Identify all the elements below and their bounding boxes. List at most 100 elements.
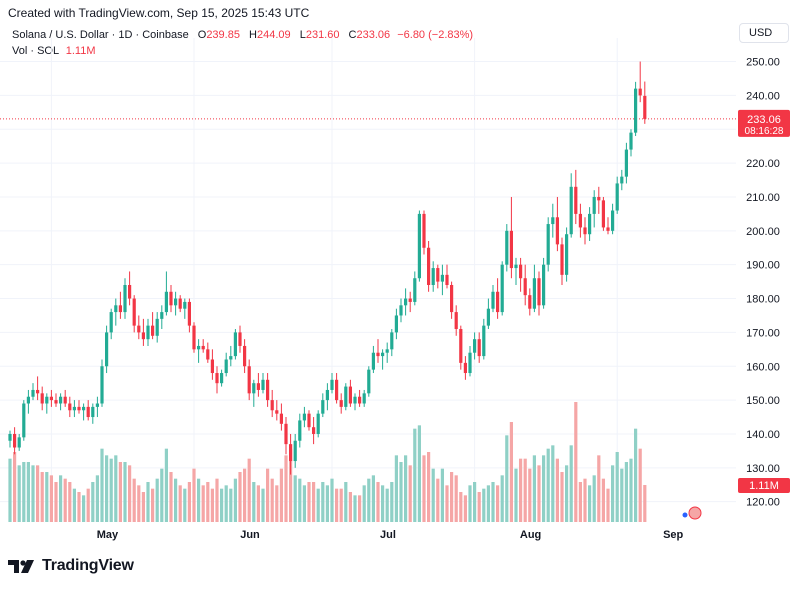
candle-body bbox=[247, 366, 251, 394]
candle-body bbox=[330, 379, 334, 390]
volume-bar bbox=[215, 478, 219, 522]
volume-bar bbox=[118, 462, 122, 522]
volume-bar bbox=[183, 488, 187, 522]
volume-bar bbox=[394, 455, 398, 522]
event-flag-icon bbox=[688, 506, 702, 520]
volume-bar bbox=[22, 462, 26, 522]
volume-badge-value: 1.11M bbox=[749, 480, 779, 492]
candle-body bbox=[192, 325, 196, 350]
candle-body bbox=[477, 339, 481, 357]
volume-bar bbox=[312, 482, 316, 522]
volume-bar bbox=[491, 482, 495, 522]
candle-body bbox=[431, 268, 435, 285]
candle-body bbox=[284, 423, 288, 445]
candle-body bbox=[137, 325, 141, 333]
candle-body bbox=[592, 196, 596, 214]
candle-body bbox=[450, 285, 454, 313]
volume-bar bbox=[339, 488, 343, 522]
tradingview-logo-icon bbox=[8, 560, 34, 573]
volume-bar bbox=[611, 465, 615, 522]
y-tick-label: 240.00 bbox=[746, 90, 780, 102]
volume-bar bbox=[417, 425, 421, 522]
candle-body bbox=[523, 278, 527, 296]
volume-bar bbox=[137, 485, 141, 522]
volume-bar bbox=[220, 488, 224, 522]
y-tick-label: 180.00 bbox=[746, 294, 780, 306]
volume-bar bbox=[261, 488, 265, 522]
candle-body bbox=[8, 433, 12, 441]
candle-body bbox=[551, 217, 555, 225]
volume-bar bbox=[399, 462, 403, 522]
volume-bar bbox=[606, 488, 610, 522]
candle-body bbox=[252, 383, 256, 394]
volume-bar bbox=[284, 455, 288, 522]
tradingview-logo[interactable]: TradingView bbox=[8, 557, 134, 575]
candle-body bbox=[427, 247, 431, 285]
volume-bar bbox=[436, 478, 440, 522]
candle-body bbox=[408, 298, 412, 302]
candle-body bbox=[22, 403, 26, 438]
volume-bar bbox=[289, 448, 293, 522]
y-tick-label: 190.00 bbox=[746, 260, 780, 272]
volume-bar bbox=[59, 475, 63, 522]
candle-body bbox=[316, 413, 320, 434]
x-tick-label: Jun bbox=[240, 529, 260, 541]
close-label: C bbox=[348, 29, 357, 41]
candle-body bbox=[404, 298, 408, 306]
created-with-caption: Created with TradingView.com, Sep 15, 20… bbox=[8, 6, 310, 20]
candle-body bbox=[95, 403, 99, 407]
candle-body bbox=[638, 88, 642, 96]
candle-body bbox=[597, 196, 601, 201]
volume-bar bbox=[459, 492, 463, 522]
candle-body bbox=[31, 389, 35, 397]
candle-body bbox=[63, 396, 67, 404]
candle-body bbox=[459, 329, 463, 363]
symbol-title[interactable]: Solana / U.S. Dollar · 1D · Coinbase bbox=[12, 29, 189, 41]
volume-bar bbox=[367, 478, 371, 522]
volume-bar bbox=[597, 455, 601, 522]
candle-body bbox=[183, 301, 187, 309]
volume-bar bbox=[201, 485, 205, 522]
candle-body bbox=[261, 379, 265, 390]
y-tick-label: 220.00 bbox=[746, 158, 780, 170]
y-tick-label: 170.00 bbox=[746, 327, 780, 339]
volume-bar bbox=[187, 482, 191, 522]
x-tick-label: Jul bbox=[380, 529, 396, 541]
candle-body bbox=[114, 305, 118, 313]
candle-body bbox=[325, 389, 329, 401]
open-value: 239.85 bbox=[206, 29, 240, 41]
candle-body bbox=[335, 379, 339, 401]
candle-body bbox=[422, 213, 426, 248]
candle-body bbox=[417, 213, 421, 279]
candle-body bbox=[532, 278, 536, 309]
candle-body bbox=[371, 352, 375, 370]
volume-bar bbox=[164, 448, 168, 522]
volume-bar bbox=[169, 472, 173, 522]
candle-body bbox=[491, 291, 495, 309]
candle-body bbox=[634, 88, 638, 133]
volume-label[interactable]: Vol · SOL bbox=[12, 45, 59, 57]
volume-bar bbox=[624, 462, 628, 522]
volume-bar bbox=[440, 468, 444, 522]
candle-body bbox=[279, 413, 283, 424]
candle-body bbox=[197, 345, 201, 350]
open-label: O bbox=[197, 29, 207, 41]
volume-bar bbox=[95, 475, 99, 522]
volume-bar bbox=[17, 465, 21, 522]
volume-bar bbox=[146, 482, 150, 522]
volume-bar bbox=[390, 482, 394, 522]
candle-body bbox=[528, 295, 532, 309]
volume-bar bbox=[100, 448, 104, 522]
volume-bar bbox=[413, 428, 417, 522]
candle-body bbox=[574, 186, 578, 214]
candle-body bbox=[463, 362, 467, 374]
volume-bar bbox=[473, 482, 477, 522]
candle-body bbox=[302, 413, 306, 421]
currency-button[interactable]: USD bbox=[739, 23, 789, 43]
candle-body bbox=[546, 224, 550, 265]
candle-body bbox=[629, 132, 633, 150]
volume-bar bbox=[307, 482, 311, 522]
candle-body bbox=[500, 264, 504, 313]
candle-body bbox=[36, 389, 40, 394]
